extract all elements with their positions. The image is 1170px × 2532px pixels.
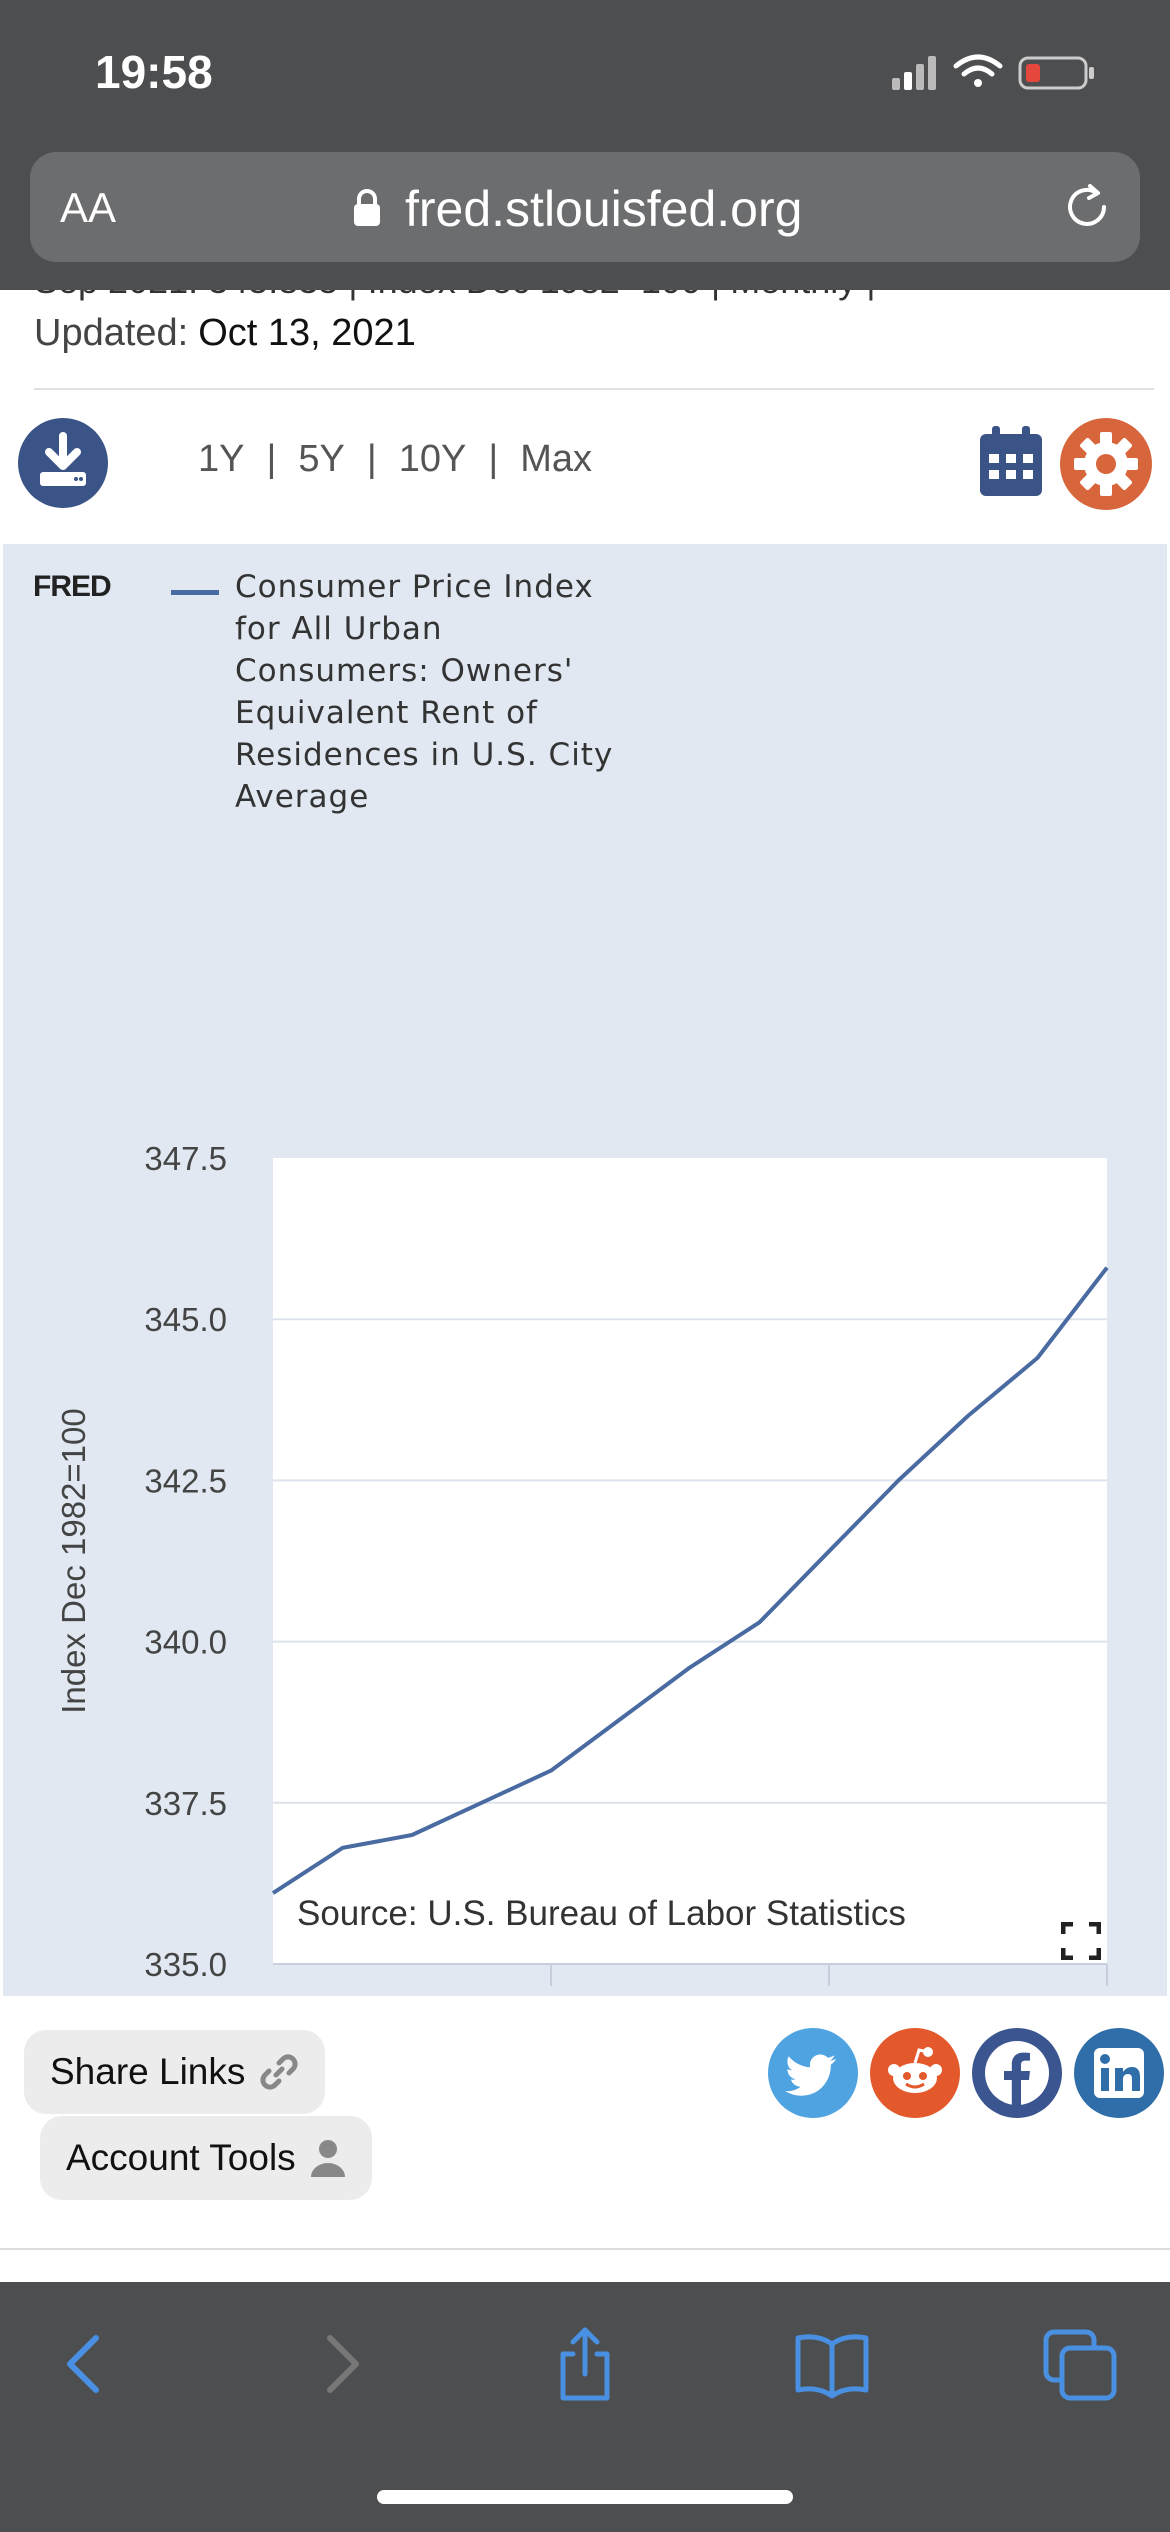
y-tick-label: 335.0: [144, 1946, 227, 1983]
legend-series-name: Consumer Price Index for All Urban Consu…: [235, 569, 614, 815]
range-max[interactable]: Max: [520, 438, 593, 480]
chart-panel: FRED Consumer Price Index for All Urban …: [3, 544, 1167, 1996]
series-meta-line: Sep 2021: 345.835 | Index Dec 1982=100 |…: [34, 290, 876, 302]
updated-label: Updated:: [34, 312, 189, 354]
account-tools-label: Account Tools: [66, 2137, 296, 2178]
facebook-icon: [985, 2041, 1049, 2106]
download-icon: [40, 432, 86, 486]
range-links: 1Y | 5Y | 10Y | Max: [198, 438, 592, 481]
grid-lines: [273, 1318, 1107, 1965]
facebook-button[interactable]: [972, 2028, 1062, 2118]
url-domain[interactable]: fred.stlouisfed.org: [405, 181, 803, 237]
x-tick-label: Sep 2021: [962, 1994, 1103, 1996]
tabs-icon[interactable]: [1040, 2324, 1120, 2404]
calendar-icon[interactable]: [978, 424, 1044, 498]
account-tools-button[interactable]: Account Tools: [40, 2116, 372, 2200]
y-axis-label: Index Dec 1982=100: [55, 1408, 92, 1714]
reload-icon[interactable]: [1060, 180, 1114, 234]
share-icon[interactable]: [545, 2324, 625, 2404]
range-1y[interactable]: 1Y: [198, 438, 245, 480]
range-separator: |: [488, 438, 499, 480]
settings-button[interactable]: [1060, 418, 1152, 510]
twitter-button[interactable]: [768, 2028, 858, 2118]
x-tick-label: Jan 2021: [483, 1994, 619, 1996]
twitter-icon: [785, 2054, 836, 2096]
reddit-button[interactable]: [870, 2028, 960, 2118]
home-indicator: [377, 2490, 793, 2504]
reader-options-button[interactable]: AA: [60, 184, 117, 231]
chart-toolbar: 1Y | 5Y | 10Y | Max: [0, 394, 1170, 534]
divider: [34, 388, 1154, 390]
reddit-icon: [888, 2047, 942, 2093]
signal-icon: [892, 56, 936, 90]
y-tick-label: 347.5: [144, 1140, 227, 1177]
fred-logo[interactable]: FRED: [33, 570, 112, 603]
battery-icon: [1018, 56, 1094, 90]
download-button[interactable]: [18, 418, 108, 508]
updated-value: Oct 13, 2021: [198, 312, 416, 354]
share-links-label: Share Links: [50, 2051, 246, 2092]
range-5y[interactable]: 5Y: [298, 438, 345, 480]
web-page: Sep 2021: 345.835 | Index Dec 1982=100 |…: [0, 290, 1170, 2282]
line-chart[interactable]: 347.5 345.0 342.5 340.0 337.5 335.0 Jan 2021 M…: [3, 544, 1167, 1996]
plot-area: [273, 1158, 1107, 1964]
y-tick-label: 342.5: [144, 1462, 227, 1499]
range-separator: |: [266, 438, 277, 480]
legend-swatch: [171, 590, 219, 595]
wifi-icon: [953, 54, 1003, 87]
url-bar[interactable]: AA fred.stlouisfed.org: [30, 152, 1140, 262]
gear-icon: [1074, 432, 1138, 496]
share-links-button[interactable]: Share Links: [24, 2030, 326, 2114]
status-time: 19:58: [95, 46, 213, 98]
y-tick-label: 345.0: [144, 1301, 227, 1338]
back-icon[interactable]: [46, 2324, 126, 2404]
forward-icon[interactable]: [300, 2324, 380, 2404]
x-tick-label: May 2021: [757, 1994, 902, 1996]
source-note: Source: U.S. Bureau of Labor Statistics: [297, 1894, 906, 1933]
fullscreen-icon[interactable]: [1061, 1922, 1101, 1960]
series-line[interactable]: [271, 1266, 1109, 1895]
linkedin-button[interactable]: [1074, 2028, 1164, 2118]
range-separator: |: [366, 438, 377, 480]
link-icon: [260, 2054, 298, 2090]
range-10y[interactable]: 10Y: [398, 438, 467, 480]
y-tick-label: 337.5: [144, 1785, 227, 1822]
linkedin-icon: [1094, 2048, 1144, 2098]
status-icons: [892, 54, 1094, 90]
divider: [0, 2248, 1170, 2250]
updated-line: Updated: Oct 13, 2021: [34, 312, 416, 355]
x-axis-ticks: Jan 2021 May 2021 Sep 2021: [483, 1964, 1108, 1996]
lock-icon: [354, 189, 380, 226]
y-tick-label: 340.0: [144, 1624, 227, 1661]
y-axis-ticks: 347.5 345.0 342.5 340.0 337.5 335.0: [144, 1140, 227, 1983]
status-bar: 19:58: [0, 0, 1170, 150]
user-icon: [310, 2140, 345, 2177]
bookmarks-icon[interactable]: [792, 2324, 872, 2404]
